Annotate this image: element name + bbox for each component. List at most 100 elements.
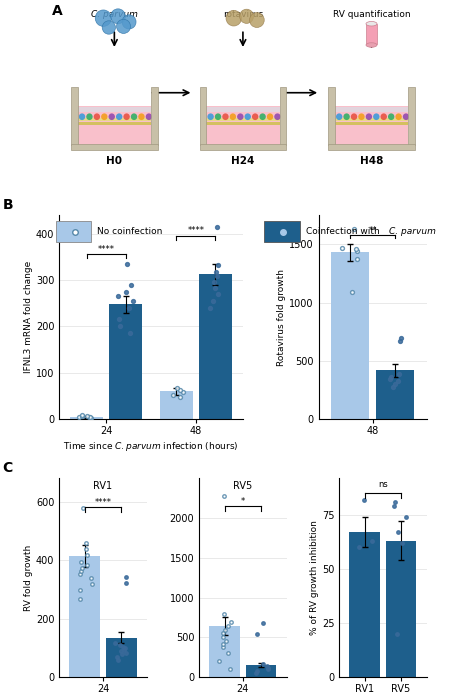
- Bar: [70, 556, 100, 677]
- Bar: [78, 106, 151, 145]
- Y-axis label: RV fold growth: RV fold growth: [24, 544, 33, 611]
- Ellipse shape: [245, 113, 251, 120]
- Text: H48: H48: [360, 156, 383, 166]
- FancyBboxPatch shape: [56, 221, 91, 242]
- Y-axis label: Rotavirus fold growth: Rotavirus fold growth: [277, 269, 286, 366]
- Circle shape: [240, 9, 254, 23]
- Y-axis label: IFNL3 mRNA fold change: IFNL3 mRNA fold change: [24, 261, 33, 373]
- Ellipse shape: [388, 113, 394, 120]
- Ellipse shape: [336, 113, 342, 120]
- Bar: [199, 274, 232, 419]
- Bar: [160, 392, 193, 419]
- Text: C: C: [2, 461, 13, 475]
- Ellipse shape: [109, 113, 115, 120]
- Circle shape: [117, 20, 130, 34]
- Ellipse shape: [373, 113, 380, 120]
- Y-axis label: % of RV growth inhibition: % of RV growth inhibition: [310, 520, 319, 635]
- Bar: [78, 122, 151, 126]
- Ellipse shape: [395, 113, 402, 120]
- Bar: [151, 87, 158, 145]
- Ellipse shape: [259, 113, 266, 120]
- Ellipse shape: [230, 113, 236, 120]
- Text: ****: ****: [98, 244, 115, 253]
- X-axis label: Time since $\it{C. parvum}$ infection (hours): Time since $\it{C. parvum}$ infection (h…: [64, 440, 239, 454]
- Bar: [206, 107, 280, 112]
- Ellipse shape: [215, 113, 221, 120]
- Ellipse shape: [146, 113, 152, 120]
- Bar: [206, 118, 280, 121]
- Ellipse shape: [86, 113, 93, 120]
- Bar: [328, 144, 415, 151]
- Text: H24: H24: [231, 156, 255, 166]
- Bar: [408, 87, 415, 145]
- Ellipse shape: [79, 113, 85, 120]
- Ellipse shape: [123, 113, 130, 120]
- Ellipse shape: [351, 113, 357, 120]
- Bar: [71, 144, 158, 151]
- Circle shape: [95, 10, 111, 27]
- Bar: [386, 541, 416, 677]
- Ellipse shape: [381, 113, 387, 120]
- Bar: [335, 106, 408, 145]
- Ellipse shape: [267, 113, 273, 120]
- Text: RV5: RV5: [233, 481, 253, 491]
- Bar: [349, 533, 380, 677]
- Ellipse shape: [365, 113, 372, 120]
- Bar: [106, 637, 137, 677]
- Bar: [200, 87, 206, 145]
- Circle shape: [102, 21, 116, 34]
- Bar: [366, 24, 377, 44]
- Ellipse shape: [94, 113, 100, 120]
- Bar: [335, 107, 408, 112]
- Text: No coinfection: No coinfection: [98, 228, 163, 236]
- Bar: [200, 144, 286, 151]
- Text: A: A: [52, 4, 63, 18]
- Ellipse shape: [252, 113, 258, 120]
- Ellipse shape: [358, 113, 365, 120]
- Bar: [78, 118, 151, 121]
- Text: B: B: [2, 198, 13, 211]
- Text: Coinfection with: Coinfection with: [306, 228, 383, 236]
- Bar: [280, 87, 286, 145]
- Ellipse shape: [366, 22, 377, 26]
- Text: H0: H0: [106, 156, 122, 166]
- Ellipse shape: [274, 113, 281, 120]
- Ellipse shape: [101, 113, 108, 120]
- Ellipse shape: [366, 43, 377, 47]
- Bar: [78, 107, 151, 112]
- Text: ****: ****: [94, 498, 111, 507]
- Bar: [335, 118, 408, 121]
- Circle shape: [122, 15, 136, 29]
- Bar: [210, 626, 240, 677]
- Circle shape: [226, 10, 241, 26]
- Bar: [328, 87, 335, 145]
- Text: ****: ****: [187, 226, 204, 235]
- Bar: [335, 122, 408, 126]
- Bar: [206, 106, 280, 145]
- Ellipse shape: [237, 113, 244, 120]
- Ellipse shape: [403, 113, 409, 120]
- Bar: [109, 304, 142, 419]
- Bar: [71, 87, 78, 145]
- Bar: [376, 371, 414, 419]
- Ellipse shape: [131, 113, 137, 120]
- Ellipse shape: [208, 113, 214, 120]
- Text: *: *: [241, 497, 245, 506]
- Text: C. parvum: C. parvum: [91, 10, 138, 19]
- Bar: [70, 417, 103, 419]
- FancyBboxPatch shape: [264, 221, 300, 242]
- Ellipse shape: [343, 113, 350, 120]
- Bar: [331, 253, 369, 419]
- Text: **: **: [368, 225, 377, 235]
- Bar: [206, 122, 280, 126]
- Bar: [246, 665, 276, 677]
- Ellipse shape: [116, 113, 122, 120]
- Text: RV1: RV1: [93, 481, 112, 491]
- Circle shape: [110, 9, 125, 24]
- Text: ns: ns: [378, 480, 388, 489]
- Text: C. parvum: C. parvum: [390, 228, 436, 236]
- Text: rotavirus: rotavirus: [223, 10, 263, 19]
- Circle shape: [249, 13, 264, 27]
- Ellipse shape: [222, 113, 228, 120]
- Ellipse shape: [138, 113, 145, 120]
